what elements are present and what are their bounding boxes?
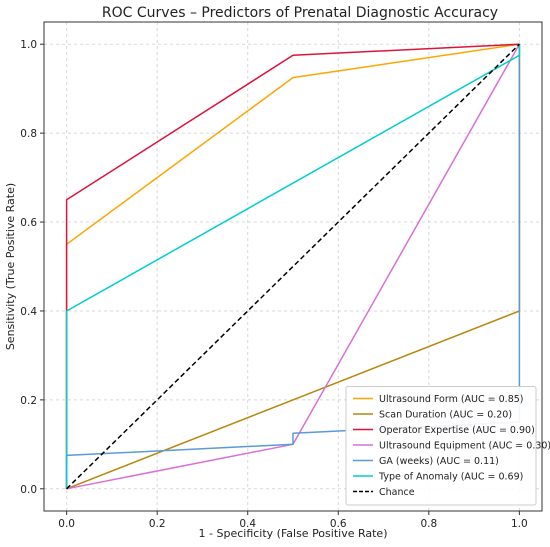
- legend: Ultrasound Form (AUC = 0.85) Scan Duratio…: [345, 386, 550, 506]
- x-tick-label: 0.4: [239, 518, 256, 530]
- y-axis-label: Sensitivity (True Positive Rate): [4, 183, 17, 350]
- legend-label: Scan Duration (AUC = 0.20): [379, 410, 512, 421]
- series-line: [65, 44, 521, 489]
- x-tick-label: 0.2: [149, 518, 166, 530]
- chart-title: ROC Curves – Predictors of Prenatal Diag…: [102, 5, 498, 21]
- x-tick-label: 0.0: [58, 518, 75, 530]
- series-line: [66, 43, 520, 490]
- legend-label: Ultrasound Equipment (AUC = 0.30): [379, 441, 550, 452]
- y-tick-label: 0.8: [20, 128, 37, 140]
- legend-label: Operator Expertise (AUC = 0.90): [379, 425, 535, 436]
- y-tick-label: 0.0: [20, 484, 37, 496]
- legend-label: Ultrasound Form (AUC = 0.85): [379, 394, 524, 405]
- legend-label: Type of Anomaly (AUC = 0.69): [378, 472, 523, 483]
- legend-box: [345, 386, 537, 506]
- legend-label: Chance: [379, 487, 415, 498]
- y-tick-label: 1.0: [20, 39, 37, 51]
- x-ticks: 0.0 0.2 0.4 0.6 0.8 1.0: [58, 511, 528, 530]
- x-axis-label: 1 - Specificity (False Positive Rate): [199, 527, 388, 540]
- y-ticks: 0.0 0.2 0.4 0.6 0.8 1.0: [20, 39, 44, 496]
- y-tick-label: 0.2: [20, 395, 37, 407]
- x-tick-label: 0.6: [330, 518, 347, 530]
- plot-frame: [43, 21, 543, 512]
- series-lines: [65, 43, 521, 490]
- x-tick-label: 0.8: [420, 518, 437, 530]
- legend-label: GA (weeks) (AUC = 0.11): [379, 456, 499, 467]
- y-tick-label: 0.4: [20, 306, 37, 318]
- x-tick-label: 1.0: [511, 518, 528, 530]
- y-tick-label: 0.6: [20, 217, 37, 229]
